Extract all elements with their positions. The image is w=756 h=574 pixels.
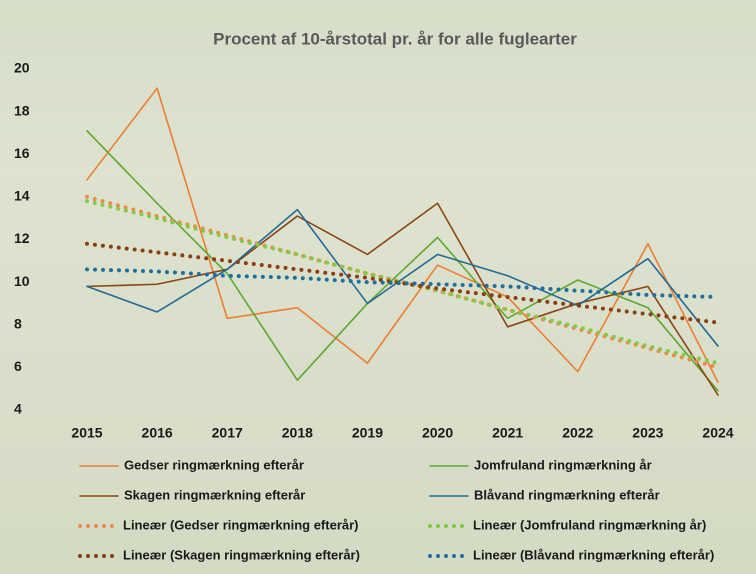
y-tick-label: 18 [14,102,30,118]
y-tick-label: 16 [14,145,30,161]
x-tick-label: 2023 [632,425,663,441]
y-tick-label: 6 [14,358,22,374]
y-tick-label: 14 [14,188,30,204]
chart-title: Procent af 10-årstotal pr. år for alle f… [213,29,577,48]
y-tick-label: 8 [14,315,22,331]
y-tick-label: 12 [14,230,30,246]
x-tick-label: 2018 [282,425,313,441]
legend-label: Jomfruland ringmærkning år [474,457,652,472]
x-tick-label: 2015 [71,425,102,441]
legend-label: Lineær (Gedser ringmærkning efterår) [123,517,359,532]
x-tick-label: 2016 [142,425,173,441]
x-tick-label: 2020 [422,425,453,441]
page: Procent af 10-årstotal pr. år for alle f… [0,0,756,574]
x-tick-label: 2019 [352,425,383,441]
legend-label: Lineær (Skagen ringmærkning efterår) [123,547,360,562]
chart: Procent af 10-årstotal pr. år for alle f… [0,0,756,574]
legend-label: Skagen ringmærkning efterår [124,487,305,502]
x-tick-label: 2024 [702,425,733,441]
legend-label: Lineær (Blåvand ringmærkning efterår) [473,547,714,562]
y-tick-label: 20 [14,60,30,76]
x-tick-label: 2021 [492,425,523,441]
x-tick-label: 2017 [212,425,243,441]
legend-label: Gedser ringmærkning efterår [124,457,304,472]
y-tick-label: 10 [14,273,30,289]
legend-label: Blåvand ringmærkning efterår [474,487,660,502]
x-tick-label: 2022 [562,425,593,441]
y-tick-label: 4 [14,401,22,417]
legend-label: Lineær (Jomfruland ringmærkning år) [473,517,706,532]
